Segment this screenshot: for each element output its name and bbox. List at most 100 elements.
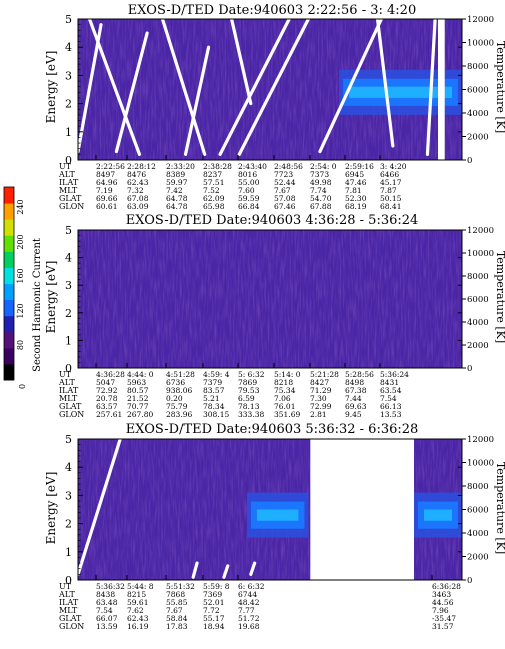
- table-cell: 67.88: [310, 202, 332, 211]
- table-cell: 9.45: [345, 410, 362, 419]
- table-cell: 6: 6:32: [238, 582, 265, 591]
- table-cell: 16.19: [127, 622, 149, 631]
- y-tick-label: 2: [65, 307, 72, 320]
- y2-tick-label: 4000: [467, 529, 489, 539]
- y2-tick-label: 6000: [467, 86, 489, 96]
- table-cell: 7373: [310, 170, 329, 179]
- table-cell: 257.61: [96, 410, 122, 419]
- table-cell: 7.81: [345, 186, 362, 195]
- table-row-label: ALT: [58, 170, 75, 179]
- y-tick-label: 1: [65, 126, 72, 139]
- table-cell: 7868: [166, 590, 185, 599]
- table-cell: 48.42: [238, 598, 260, 607]
- trace-line: [160, 17, 207, 156]
- y-tick-label: 3: [65, 489, 72, 502]
- table-row-label: ILAT: [59, 178, 79, 187]
- table-cell: 69.63: [345, 402, 367, 411]
- table-cell: 19.68: [238, 622, 260, 631]
- table-cell: 3463: [432, 590, 451, 599]
- table-row-label: GLAT: [59, 614, 82, 623]
- panel-1-title: EXOS-D/TED Date:940603 2:22:56 - 3: 4:20: [128, 3, 416, 18]
- table-cell: 78.13: [238, 402, 260, 411]
- y-tick-label: 5: [65, 224, 72, 237]
- table-cell: 63.57: [96, 402, 118, 411]
- table-cell: 351.69: [274, 410, 300, 419]
- panel-3-y2label: Temperature [K]: [494, 462, 505, 554]
- y-tick-label: 5: [65, 433, 72, 446]
- colorbar-tick-label: 160: [16, 268, 25, 283]
- table-cell: 62.09: [203, 194, 225, 203]
- table-cell: 5047: [96, 378, 115, 387]
- y-tick-label: 5: [65, 13, 72, 26]
- table-cell: 6744: [238, 590, 257, 599]
- table-cell: 308.15: [203, 410, 229, 419]
- y-tick-label: 2: [65, 518, 72, 531]
- table-cell: 4:36:28: [96, 370, 125, 379]
- y2-tick-label: 12000: [467, 435, 494, 445]
- table-cell: 7.54: [380, 394, 397, 403]
- table-cell: 0.20: [166, 394, 183, 403]
- table-cell: 8476: [127, 170, 146, 179]
- table-cell: 4:51:28: [166, 370, 195, 379]
- colorbar-segment: [4, 235, 14, 252]
- table-row-label: ILAT: [59, 386, 79, 395]
- table-cell: 5:44: 8: [127, 582, 154, 591]
- colorbar-segment: [4, 219, 14, 236]
- table-cell: 267.80: [127, 410, 153, 419]
- table-cell: 8218: [274, 378, 293, 387]
- table-cell: 59.61: [127, 598, 148, 607]
- y2-tick-label: 8000: [467, 62, 489, 72]
- y2-tick-label: 2000: [467, 133, 489, 143]
- y-tick-label: 3: [65, 69, 72, 82]
- table-cell: 45.17: [380, 178, 402, 187]
- table-cell: 55.00: [238, 178, 260, 187]
- table-cell: 7.42: [166, 186, 183, 195]
- colorbar-segment: [4, 347, 14, 365]
- table-cell: 66.07: [96, 614, 118, 623]
- table-row-label: GLON: [59, 410, 84, 419]
- table-cell: 8438: [96, 590, 115, 599]
- table-cell: 80.57: [127, 386, 149, 395]
- table-cell: 283.96: [166, 410, 192, 419]
- table-cell: 5:59: 8: [203, 582, 230, 591]
- table-cell: 62.43: [127, 178, 149, 187]
- table-row-label: GLON: [59, 202, 84, 211]
- y2-tick-label: 6000: [467, 295, 489, 305]
- colorbar-segment: [4, 267, 14, 284]
- panel-2-title: EXOS-D/TED Date:940603 4:36:28 - 5:36:24: [126, 213, 419, 228]
- table-cell: 64.78: [166, 202, 188, 211]
- panel-3-title: EXOS-D/TED Date:940603 5:36:32 - 6:36:28: [126, 422, 419, 437]
- table-cell: 76.01: [274, 402, 295, 411]
- table-cell: 6736: [166, 378, 185, 387]
- trace-line: [114, 31, 149, 154]
- panel-2-ylabel: Energy [eV]: [44, 261, 58, 334]
- table-row-label: UT: [59, 370, 72, 379]
- enhancement-band-peak: [256, 509, 299, 521]
- table-cell: 13.53: [380, 410, 402, 419]
- spectrogram-texture: [78, 230, 462, 368]
- y2-tick-label: 12000: [467, 15, 494, 25]
- table-cell: 31.57: [432, 622, 454, 631]
- table-cell: 57.08: [274, 194, 296, 203]
- table-cell: 62.43: [127, 614, 149, 623]
- table-row-label: ILAT: [59, 598, 79, 607]
- table-cell: 52.30: [345, 194, 367, 203]
- y-tick-label: 0: [65, 154, 72, 167]
- table-cell: 7.77: [238, 606, 255, 615]
- table-cell: 17.83: [166, 622, 188, 631]
- table-cell: 8215: [127, 590, 146, 599]
- table-row-label: MLT: [59, 606, 78, 615]
- table-cell: 2:28:12: [127, 162, 156, 171]
- trace-line: [425, 17, 437, 156]
- trace-line: [230, 17, 253, 106]
- table-cell: 68.41: [380, 202, 401, 211]
- trace-line: [87, 17, 142, 156]
- colorbar-segment: [4, 283, 14, 301]
- table-cell: -35.47: [432, 614, 456, 623]
- table-cell: 44.56: [432, 598, 454, 607]
- colorbar-segment: [4, 331, 14, 349]
- table-cell: 64.78: [166, 194, 188, 203]
- panel-1: EXOS-D/TED Date:940603 2:22:56 - 3: 4:20…: [44, 3, 505, 211]
